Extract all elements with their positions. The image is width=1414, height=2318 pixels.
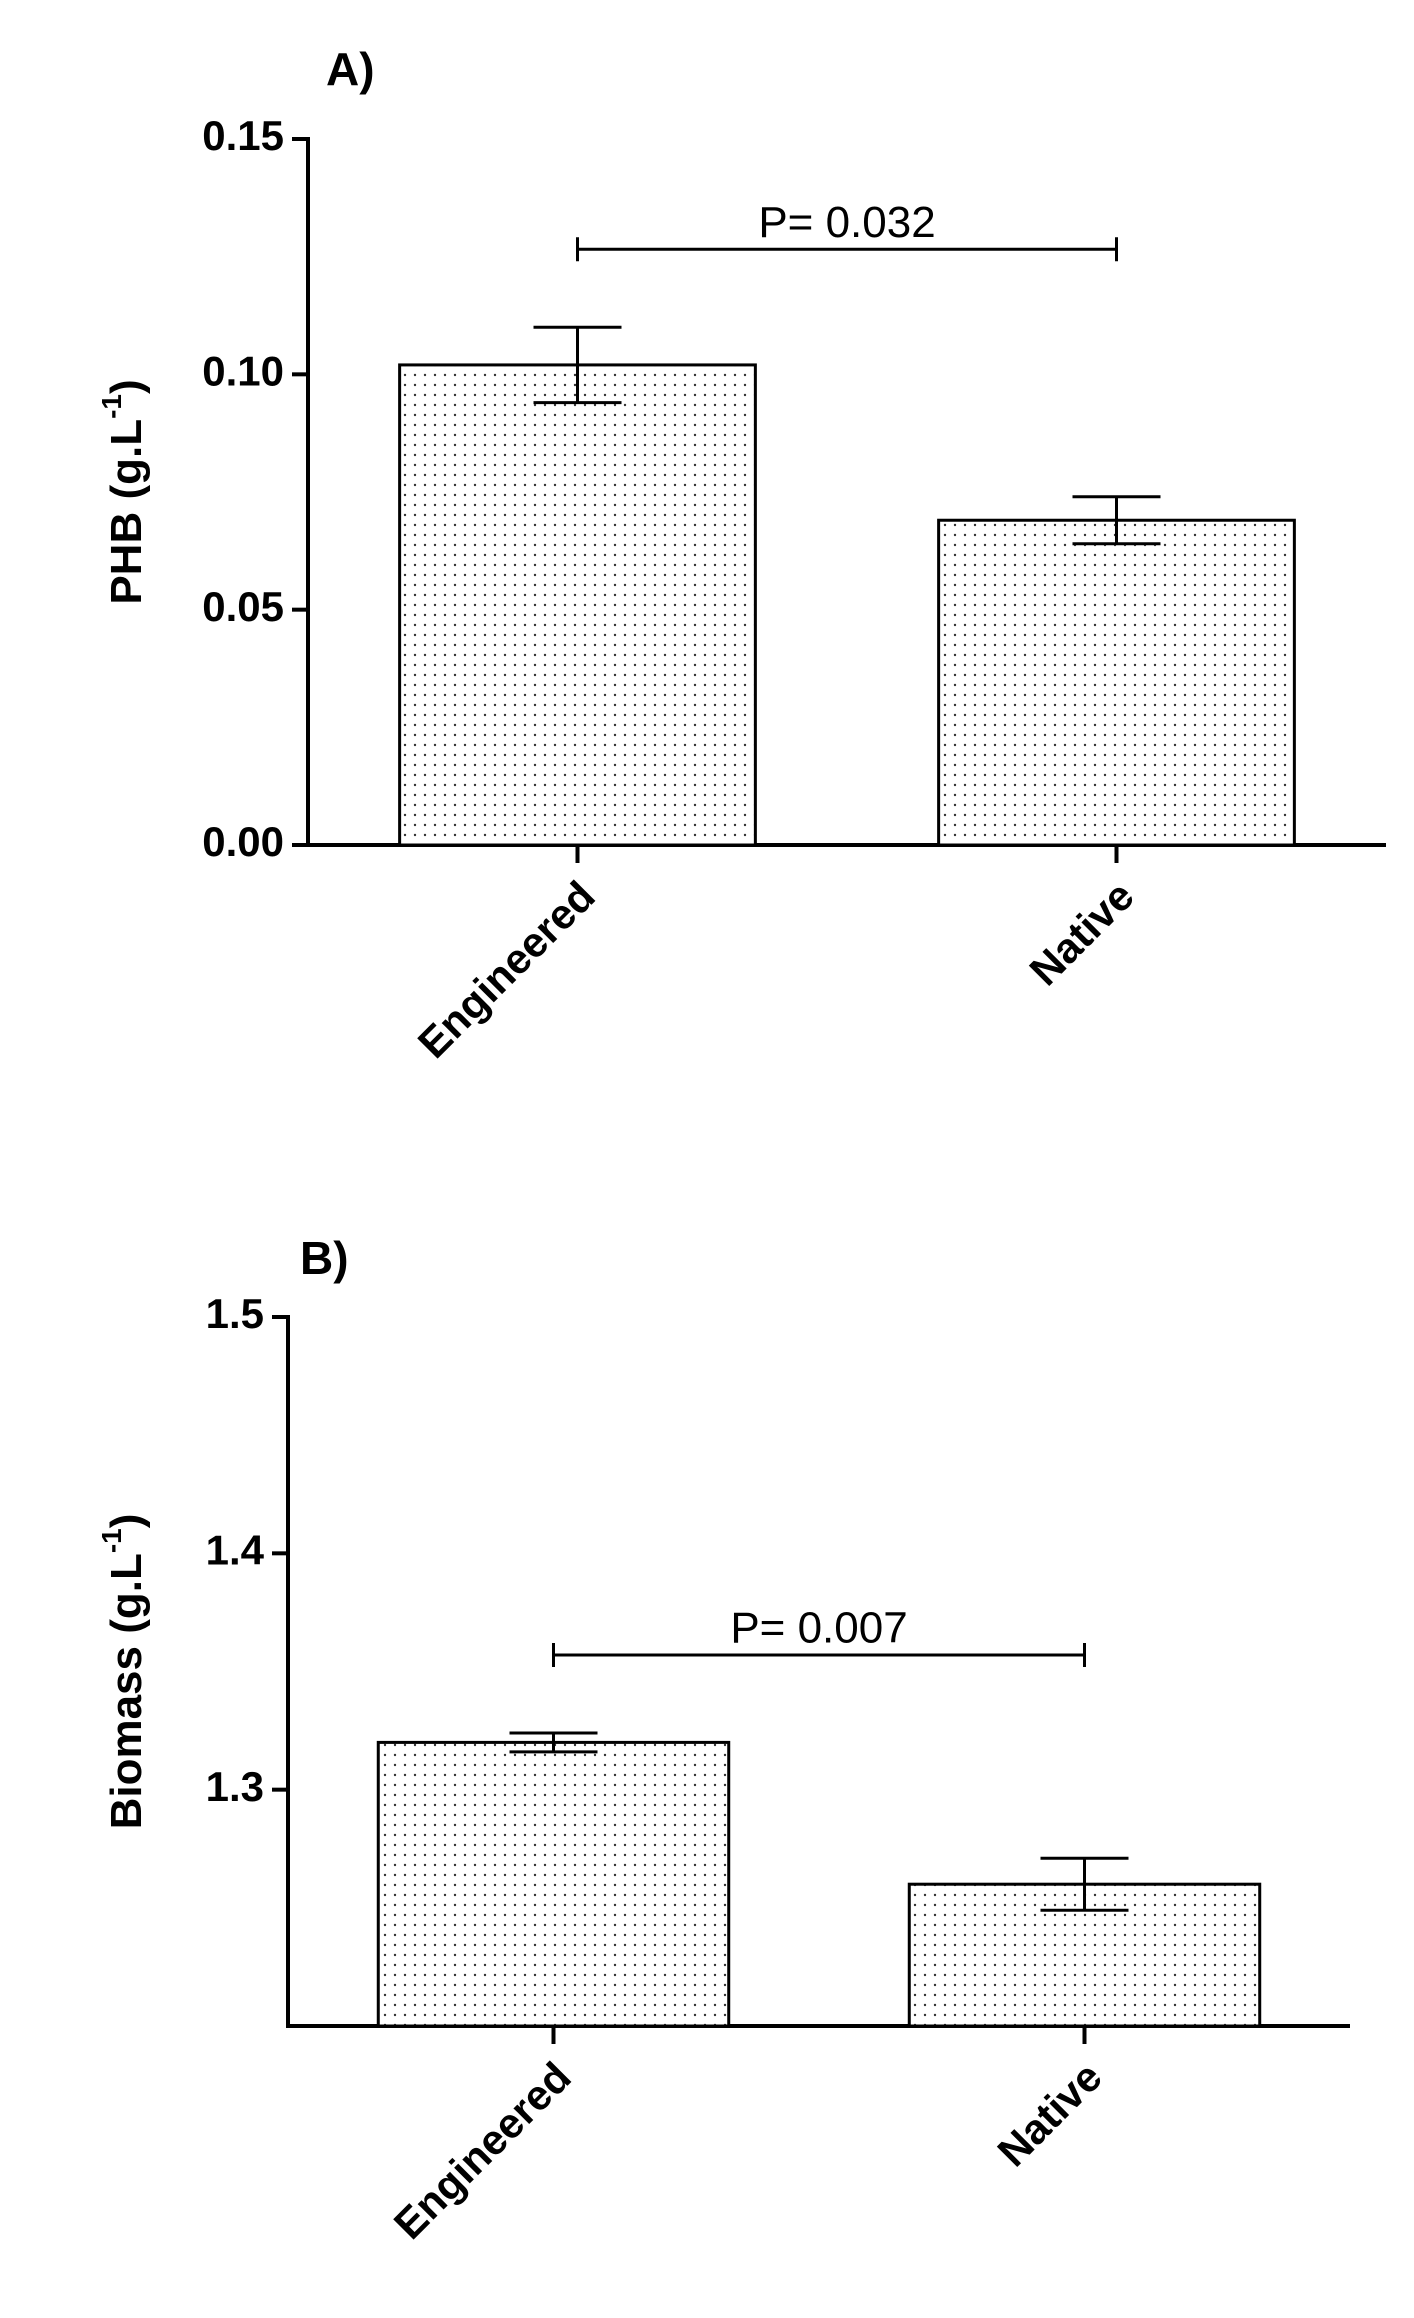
bar xyxy=(937,518,1296,847)
y-tick-label: 1.5 xyxy=(206,1290,264,1337)
y-tick-label: 0.00 xyxy=(202,818,284,865)
bar xyxy=(376,1740,731,2028)
y-axis-label-part: Biomass (g.L xyxy=(102,1553,151,1829)
chart-panel: A) PHB (g.L-1) 0.00 0.05 0.10 0.15 Engineered N… xyxy=(96,43,1386,1067)
y-axis-label: Biomass (g.L-1) xyxy=(96,1514,151,1830)
y-tick-label: 0.15 xyxy=(202,112,284,159)
y-axis-label-part: -1 xyxy=(96,1528,127,1553)
y-axis-label-part: PHB (g.L xyxy=(102,419,151,605)
p-value-annotation: P= 0.007 xyxy=(730,1604,907,1653)
x-tick-label: Engineered xyxy=(409,872,604,1067)
bar xyxy=(398,363,757,847)
panel-label: B) xyxy=(300,1232,349,1284)
x-tick-label: Native xyxy=(1020,872,1142,994)
y-axis-label-part: ) xyxy=(102,1514,151,1529)
error-bar xyxy=(509,1731,598,1754)
panel-label: A) xyxy=(326,43,375,95)
y-tick-label: 1.3 xyxy=(206,1763,264,1810)
x-tick-label: Native xyxy=(988,2053,1110,2175)
y-axis-label-part: ) xyxy=(102,379,151,394)
x-tick-label: Engineered xyxy=(385,2053,580,2248)
error-bar xyxy=(1040,1856,1129,1912)
y-tick-label: 0.05 xyxy=(202,583,284,630)
y-tick-label: 1.4 xyxy=(206,1526,265,1573)
p-value-annotation: P= 0.032 xyxy=(758,198,935,247)
y-axis-label: PHB (g.L-1) xyxy=(96,379,151,604)
significance-bracket xyxy=(552,1642,1086,1667)
error-bar xyxy=(533,325,622,405)
y-axis-label-part: -1 xyxy=(96,394,127,419)
error-bar xyxy=(1072,495,1161,546)
significance-bracket xyxy=(576,237,1118,262)
chart-panel: B) Biomass (g.L-1) 1.3 1.4 1.5 Engineered Nati… xyxy=(96,1232,1350,2248)
y-tick-label: 0.10 xyxy=(202,347,284,394)
